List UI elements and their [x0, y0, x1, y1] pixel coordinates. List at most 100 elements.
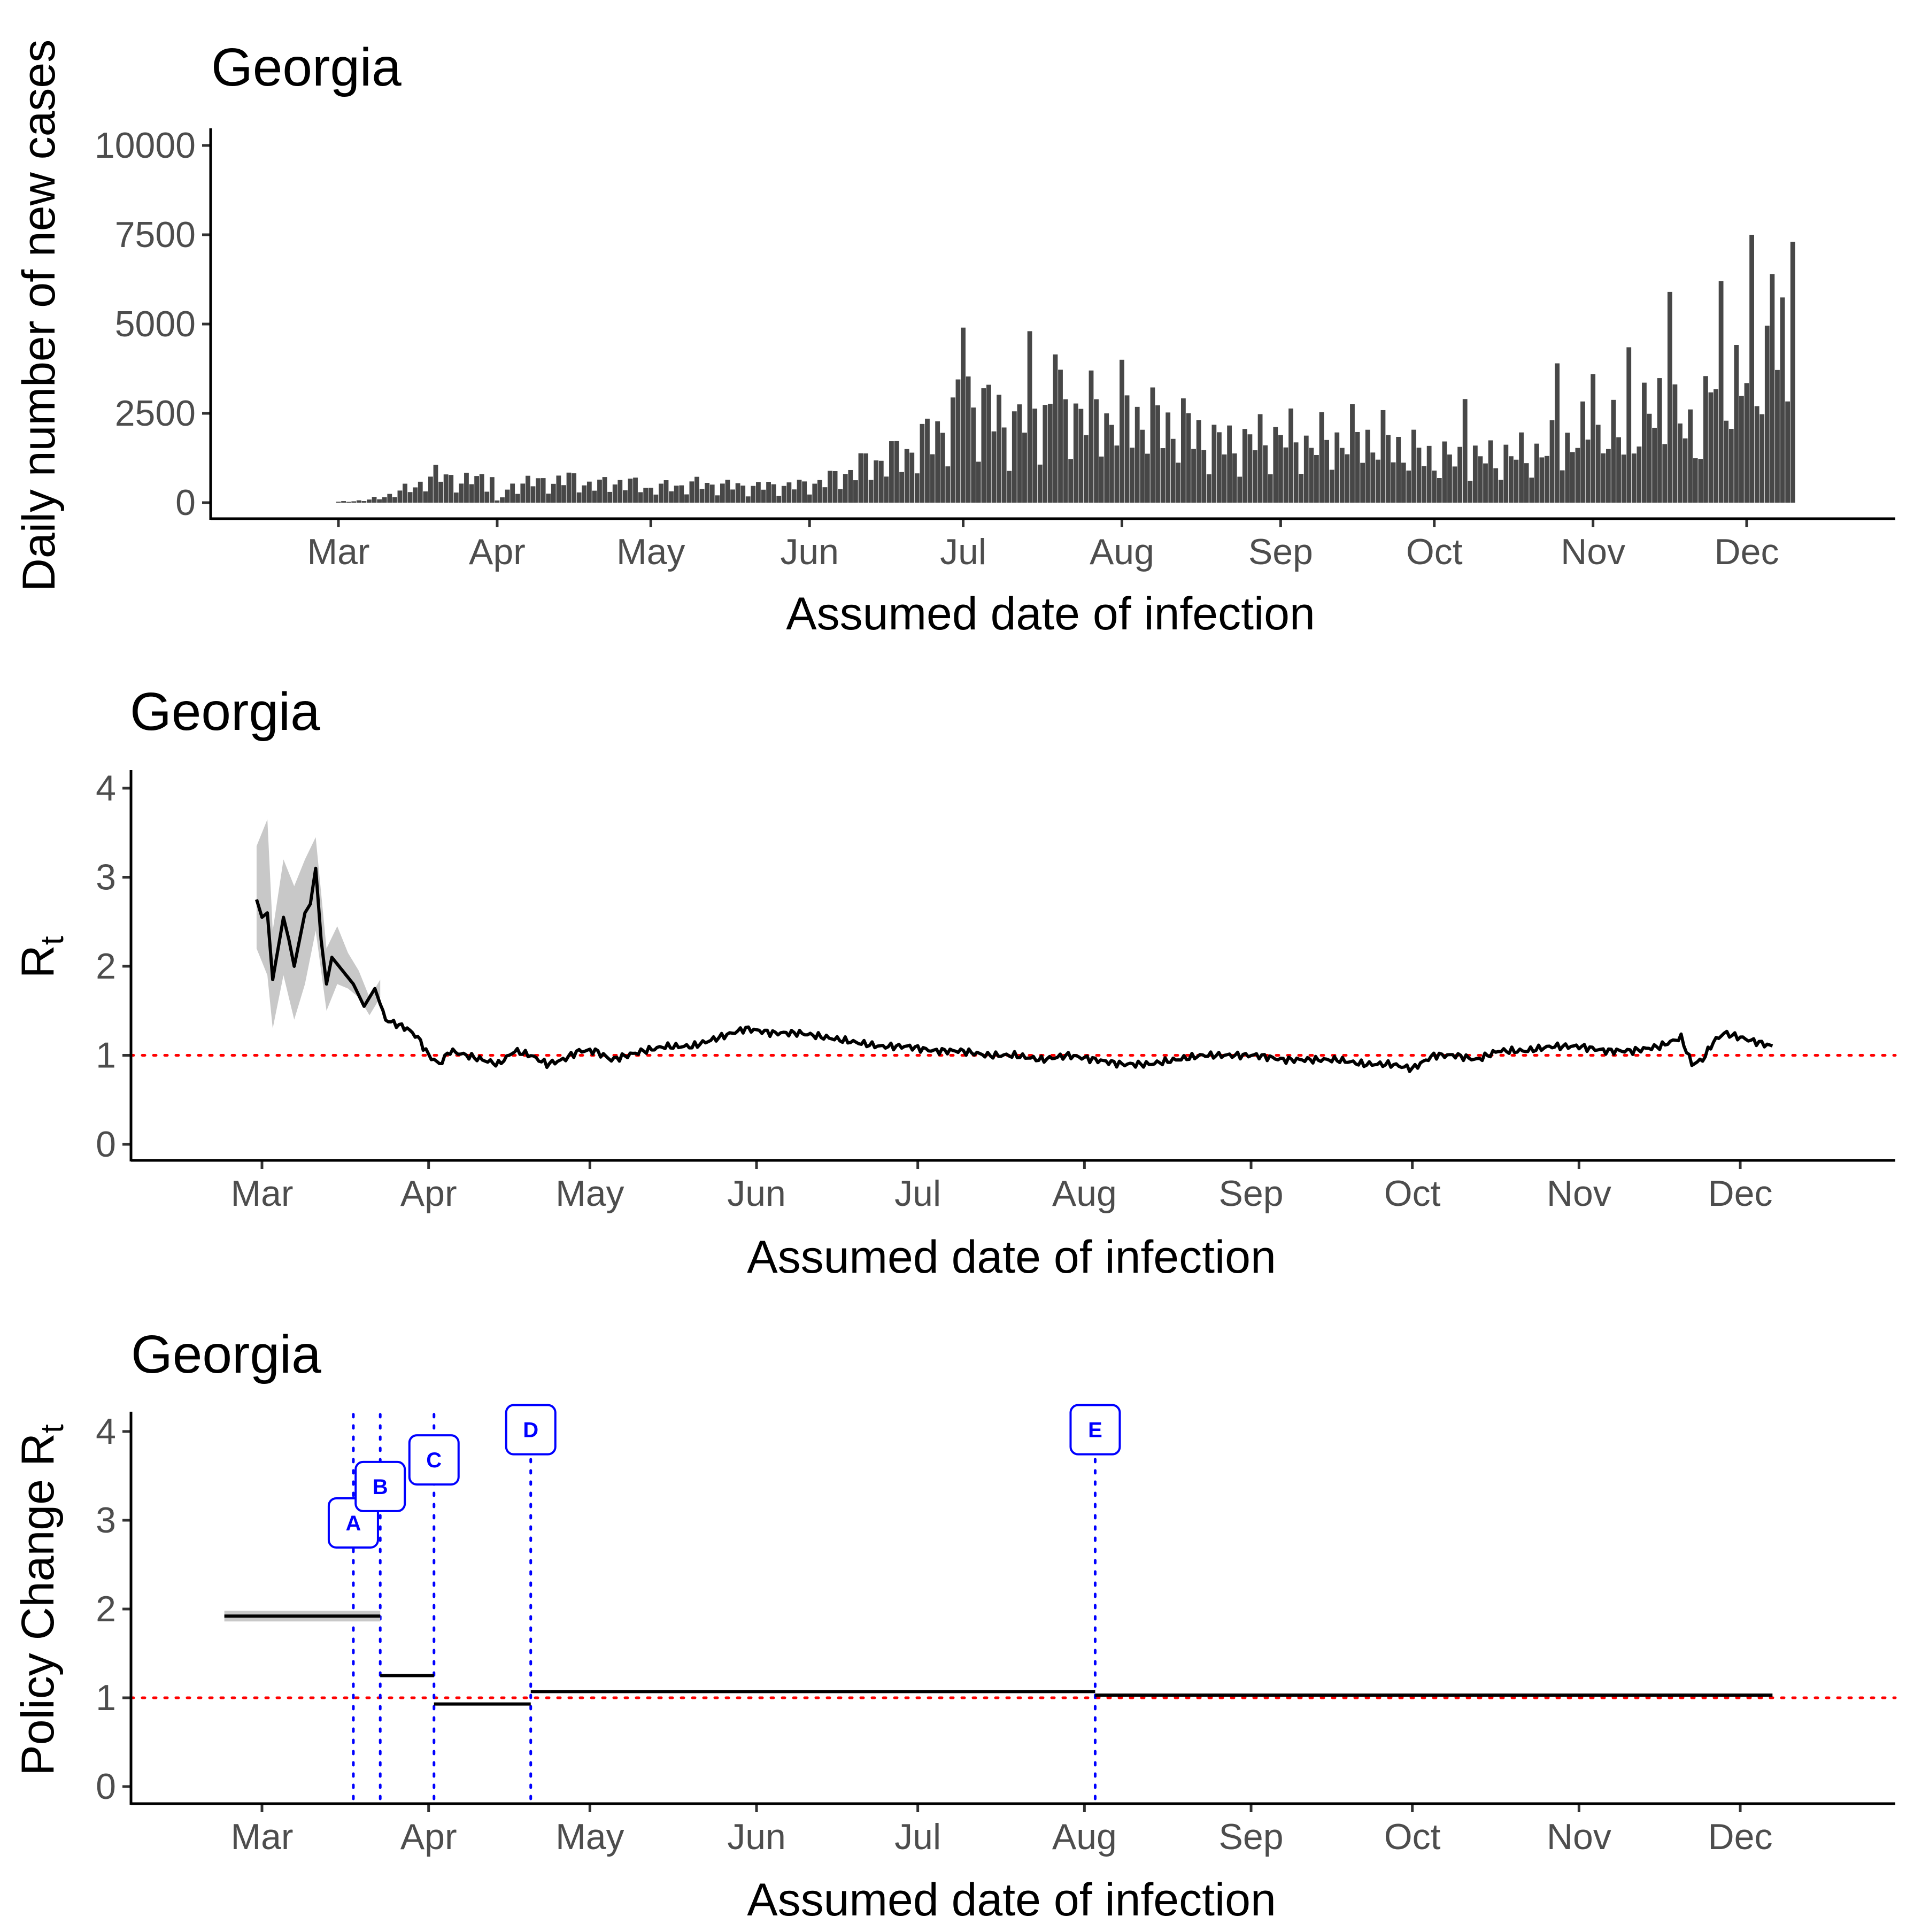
rt-y-axis-title: Rt [12, 936, 70, 978]
cases-bar [1211, 425, 1217, 503]
cases-bar [705, 483, 710, 503]
cases-bar [1739, 396, 1744, 503]
cases-bar [1043, 405, 1048, 503]
cases-bar [1263, 445, 1268, 503]
cases-bar [848, 469, 853, 503]
cases-bar [387, 494, 392, 503]
cases-bar [832, 471, 838, 503]
cases-bar [674, 486, 679, 503]
policy-x-tick-label: Jun [727, 1816, 786, 1857]
cases-bar [1775, 370, 1780, 503]
cases-x-tick-label: Aug [1090, 532, 1154, 572]
cases-bar [1299, 474, 1304, 503]
cases-bar [1662, 444, 1668, 503]
cases-x-ticks: Mar Apr May Jun Jul Aug Sep Oct Nov Dec [307, 519, 1779, 572]
cases-bar [453, 492, 459, 503]
cases-bar [740, 486, 746, 503]
cases-bar [1007, 471, 1012, 503]
cases-bar [653, 494, 659, 503]
cases-bar [1780, 297, 1785, 503]
cases-bar [1560, 470, 1565, 503]
cases-bar [1611, 399, 1616, 503]
cases-bar [715, 495, 720, 503]
policy-change-label: D [523, 1419, 538, 1442]
cases-bar [1432, 471, 1437, 503]
cases-bar [1422, 466, 1426, 503]
cases-bar [1657, 378, 1662, 503]
cases-bar [1160, 448, 1166, 503]
cases-bar [1242, 429, 1247, 503]
rt-x-tick-label: Jun [727, 1173, 786, 1214]
cases-bar [438, 481, 443, 503]
cases-bar [1319, 412, 1324, 503]
cases-bar [1380, 410, 1386, 503]
policy-change-label: C [426, 1449, 442, 1472]
policy-x-tick-label: Oct [1384, 1816, 1441, 1857]
cases-bar [1037, 464, 1043, 503]
cases-bar [1519, 432, 1524, 503]
cases-bar [459, 483, 464, 503]
cases-bar [1493, 468, 1499, 503]
cases-bar [638, 492, 643, 503]
policy-x-ticks: Mar Apr May Jun Jul Aug Sep Oct Nov Dec [230, 1804, 1772, 1857]
cases-bar [413, 487, 418, 503]
cases-bar [1370, 452, 1376, 503]
cases-bar [1084, 435, 1089, 503]
rt-x-tick-label: Jul [894, 1173, 941, 1214]
policy-change-lines [352, 1413, 1097, 1805]
rt-y-tick-label: 3 [96, 857, 116, 898]
cases-bar [1621, 455, 1626, 503]
cases-bar [1585, 440, 1591, 503]
cases-bar [536, 478, 541, 503]
cases-bar [1196, 420, 1201, 503]
cases-bar [1324, 440, 1329, 503]
cases-bar [1411, 429, 1416, 503]
cases-bar [1314, 455, 1319, 503]
cases-bar [1227, 425, 1232, 503]
cases-bar [1089, 370, 1094, 503]
policy-x-tick-label: Jul [894, 1816, 941, 1857]
cases-bar [1166, 412, 1171, 503]
cases-bar [1764, 325, 1770, 503]
cases-bar [377, 499, 382, 503]
cases-bar [868, 480, 874, 503]
rt-x-tick-label: Dec [1708, 1173, 1773, 1214]
cases-bar [1790, 242, 1795, 503]
cases-bar [1442, 441, 1447, 503]
cases-bar [699, 489, 705, 503]
cases-bar [1426, 445, 1432, 503]
cases-bar [792, 489, 797, 503]
cases-bar [1468, 481, 1473, 503]
cases-bar [622, 490, 628, 503]
cases-bar [495, 500, 500, 503]
cases-bar [1309, 448, 1314, 503]
policy-x-tick-label: May [555, 1816, 624, 1857]
cases-bar [1631, 453, 1637, 503]
cases-bar [1278, 435, 1283, 503]
cases-bar [612, 484, 618, 503]
policy-panel: Georgia Policy Change Rt Assumed date of… [12, 1325, 1897, 1926]
cases-bar [1396, 436, 1401, 503]
cases-bar [786, 482, 792, 503]
rt-line [255, 866, 1773, 1073]
cases-bar [894, 441, 899, 503]
cases-bar [423, 491, 428, 503]
cases-bar [1134, 406, 1140, 503]
cases-bar [1626, 347, 1632, 503]
cases-bar [925, 418, 930, 503]
cases-bar [1642, 382, 1647, 503]
cases-bar [1170, 438, 1176, 503]
cases-bar [1545, 456, 1549, 503]
cases-bar [500, 497, 505, 503]
policy-change-label-box [505, 1404, 557, 1456]
cases-bar [643, 488, 649, 503]
cases-bar [1222, 454, 1227, 503]
cases-bar [1355, 432, 1360, 503]
cases-bar [1032, 409, 1038, 503]
cases-bar [572, 473, 577, 503]
cases-bar [1237, 476, 1242, 503]
cases-bar [1375, 459, 1380, 503]
cases-bar [515, 494, 520, 503]
cases-bar [838, 489, 843, 503]
cases-y-tick-label: 5000 [115, 304, 196, 344]
